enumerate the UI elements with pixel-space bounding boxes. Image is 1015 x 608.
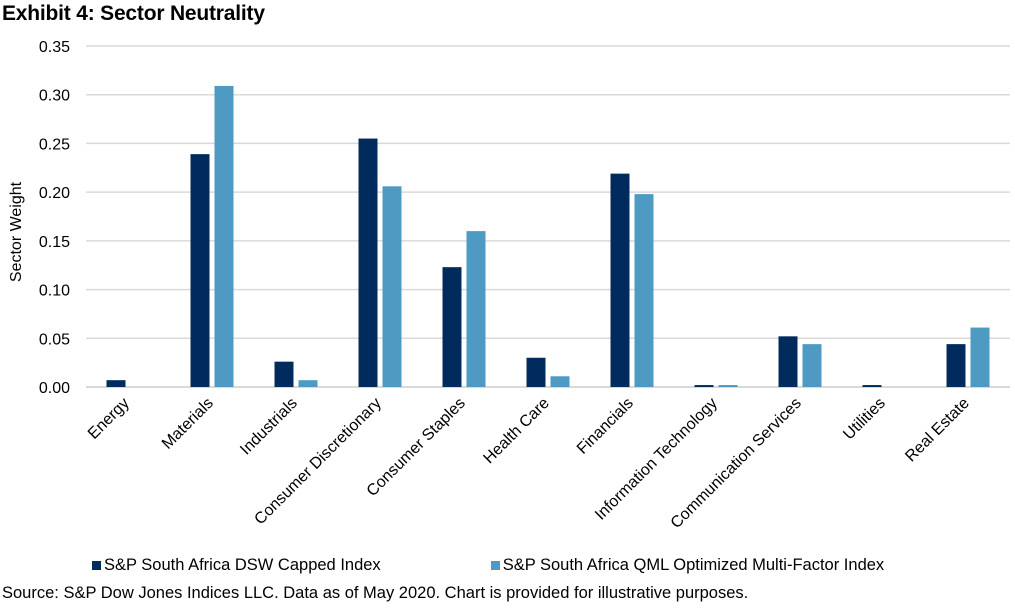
bar-qml-financials [634,194,654,387]
bar-dsw-materials [190,154,210,387]
legend-label-qml: S&P South Africa QML Optimized Multi-Fac… [502,556,885,574]
legend-label-dsw: S&P South Africa DSW Capped Index [104,556,381,574]
y-tick-label: 0.15 [39,234,70,251]
bar-dsw-real-estate [946,344,966,387]
y-tick-label: 0.20 [39,185,70,202]
x-tick-label: Energy [85,395,133,443]
bar-dsw-energy [106,380,126,387]
y-tick-label: 0.05 [39,331,70,348]
x-tick-label: Health Care [480,395,552,467]
bar-chart: 0.00 0.05 0.10 0.15 0.20 0.25 0.30 0.35 Sector … [8,39,1010,532]
x-tick-label: Industrials [237,395,301,459]
bar-dsw-industrials [274,361,294,387]
legend: S&P South Africa DSW Capped Index S&P So… [92,556,994,575]
bar-dsw-communication-services [778,336,798,387]
y-tick-label: 0.10 [39,283,70,300]
bar-qml-consumer-staples [466,231,486,387]
bars [106,85,990,388]
chart-title: Exhibit 4: Sector Neutrality [2,2,265,25]
x-tick-label: Real Estate [902,395,973,466]
bar-qml-real-estate [970,327,990,387]
bar-dsw-utilities [862,385,882,387]
y-tick-label: 0.00 [39,380,70,397]
gridlines [86,45,1010,388]
bar-dsw-information-technology [694,385,714,387]
legend-swatch-dsw [92,561,101,570]
source-note: Source: S&P Dow Jones Indices LLC. Data … [2,584,749,602]
legend-item-qml: S&P South Africa QML Optimized Multi-Fac… [490,556,885,575]
bar-qml-communication-services [802,344,822,387]
bar-dsw-consumer-discretionary [358,138,378,387]
x-tick-label: Materials [159,395,217,453]
x-tick-label: Financials [574,395,637,458]
legend-item-dsw: S&P South Africa DSW Capped Index [92,556,381,575]
y-tick-label: 0.35 [39,39,70,56]
bar-dsw-financials [610,173,630,387]
bar-dsw-health-care [526,357,546,387]
y-axis-ticks: 0.00 0.05 0.10 0.15 0.20 0.25 0.30 0.35 [39,39,70,397]
bar-qml-industrials [298,380,318,387]
bar-qml-health-care [550,376,570,387]
bar-dsw-consumer-staples [442,267,462,387]
bar-qml-materials [214,85,234,388]
legend-swatch-qml [490,561,500,570]
y-tick-label: 0.30 [39,88,70,105]
bar-qml-information-technology [718,385,738,387]
y-axis-label: Sector Weight [8,181,25,282]
bar-qml-consumer-discretionary [382,186,402,387]
x-tick-label: Utilities [840,395,888,443]
y-tick-label: 0.25 [39,136,70,153]
